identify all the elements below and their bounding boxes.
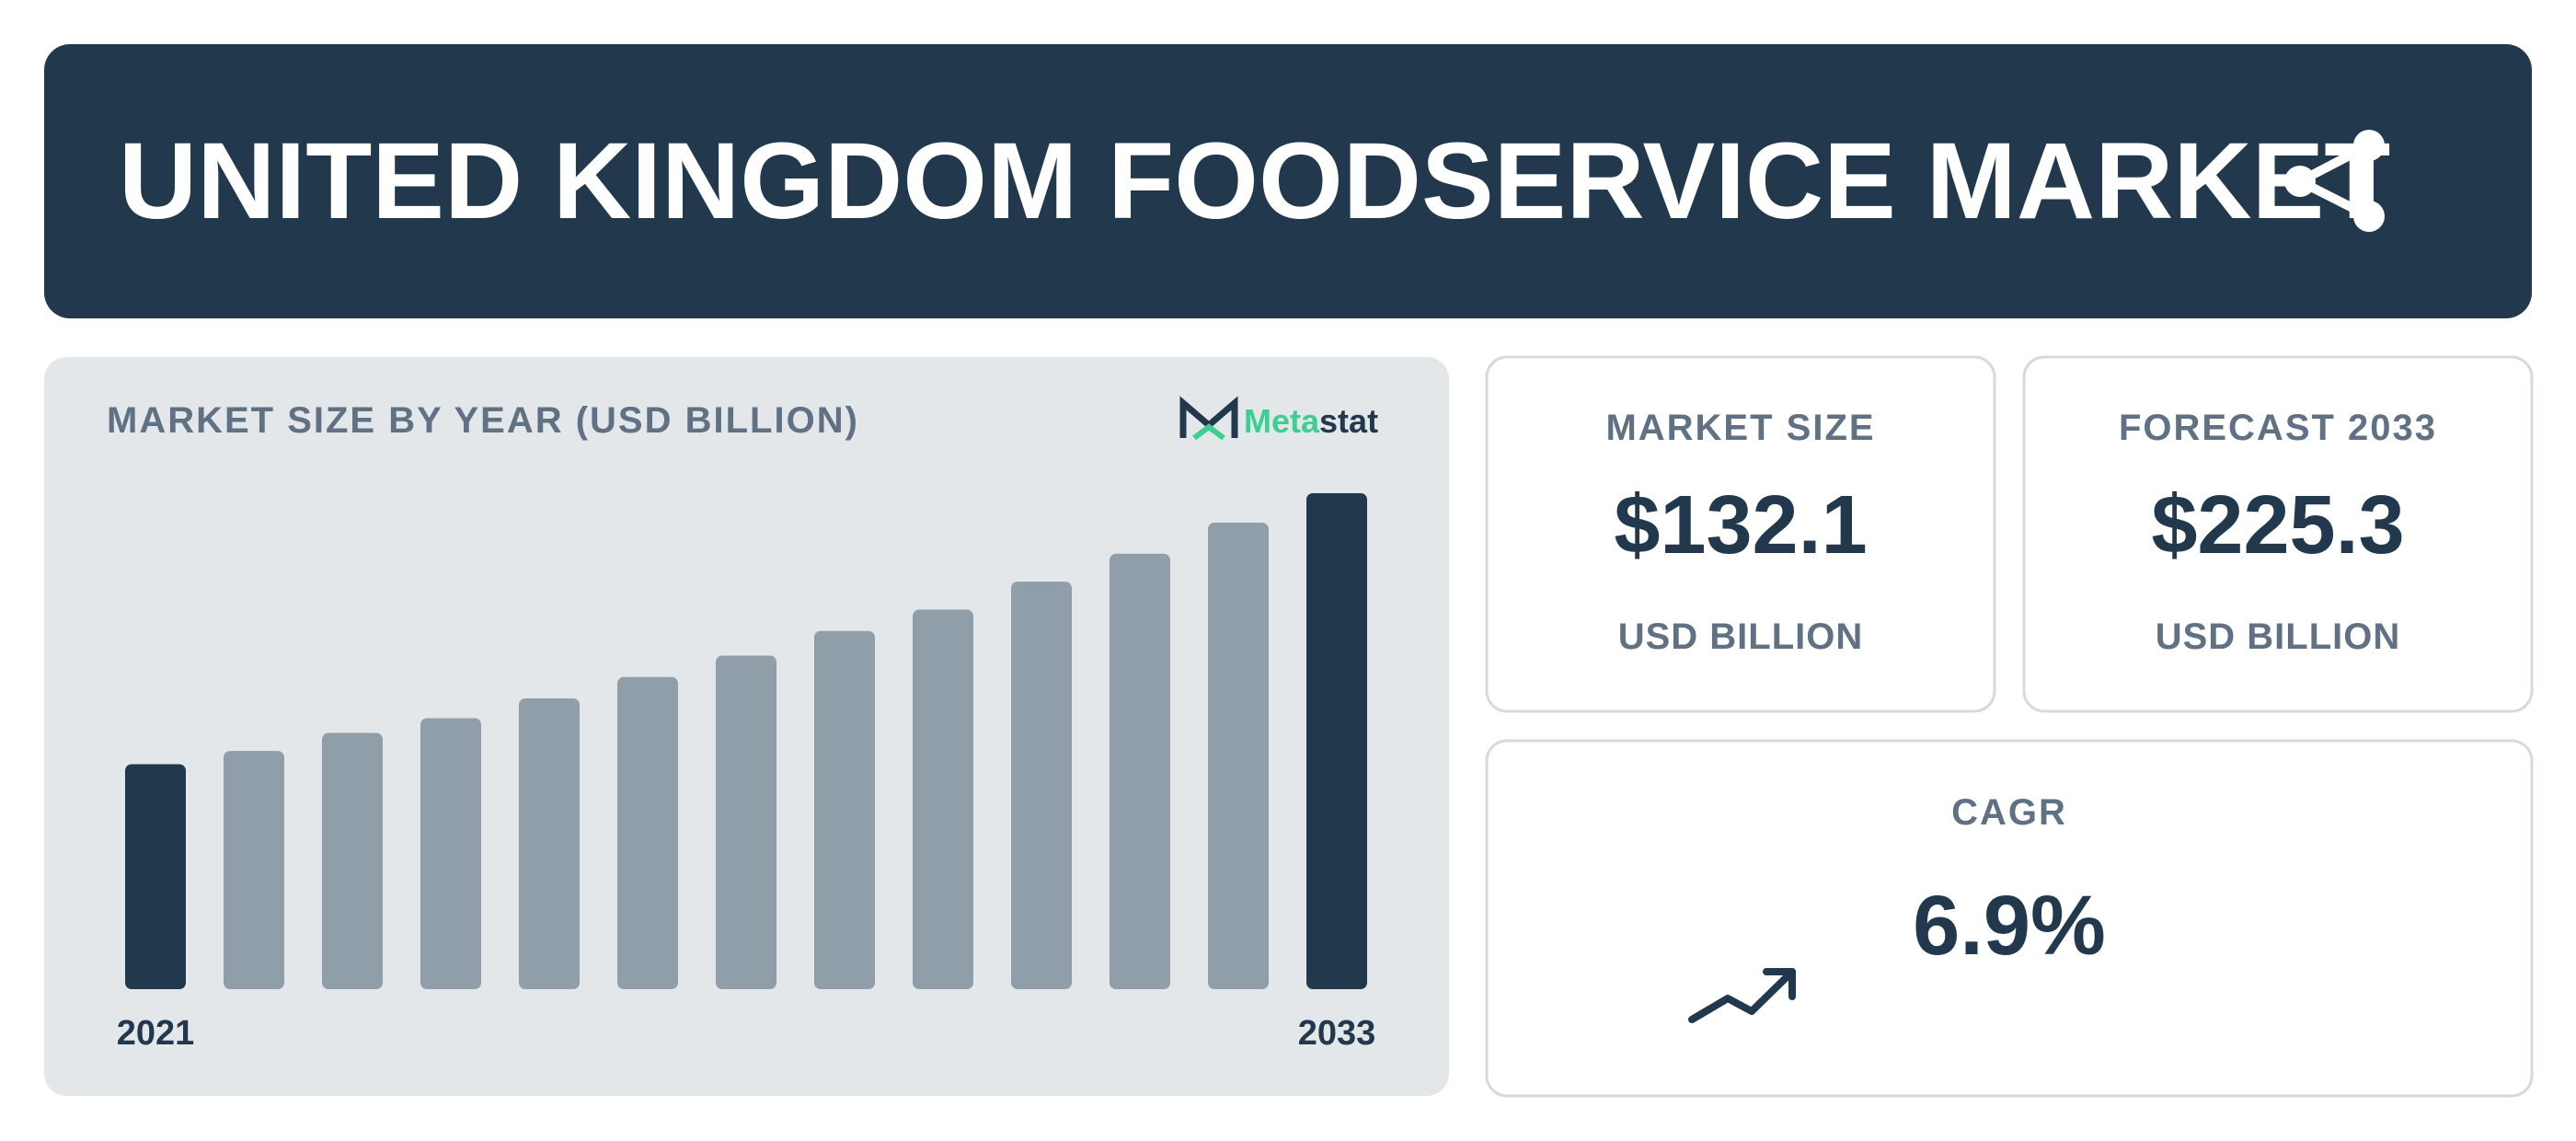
card-value: 6.9% <box>1913 879 2106 973</box>
bar <box>1011 582 1072 989</box>
bar <box>716 655 776 989</box>
bar <box>814 630 875 989</box>
card-label: MARKET SIZE <box>1605 408 1875 448</box>
logo: Metastat <box>1179 396 1378 441</box>
share-icon <box>2284 130 2385 232</box>
x-tick-label: 2033 <box>1298 1014 1376 1053</box>
bar-chart: 2021 2033 <box>117 493 1376 1053</box>
x-tick-label: 2021 <box>117 1014 195 1053</box>
card-unit: USD BILLION <box>2156 617 2401 657</box>
card-label: FORECAST 2033 <box>2119 408 2437 448</box>
stat-card <box>2022 355 2534 713</box>
chart-title: MARKET SIZE BY YEAR (USD BILLION) <box>107 400 859 441</box>
card-label: CAGR <box>1951 792 2067 833</box>
bar <box>1306 493 1367 989</box>
card-value: $225.3 <box>2151 479 2404 571</box>
bar <box>420 718 481 989</box>
bar <box>617 676 678 989</box>
svg-text:Metastat: Metastat <box>1244 402 1378 440</box>
logo-text: Meta <box>1244 402 1320 440</box>
bar <box>1110 553 1170 989</box>
card-unit: USD BILLION <box>1618 617 1864 657</box>
card-value: $132.1 <box>1614 479 1867 571</box>
trend-icon <box>1688 968 1796 1023</box>
bar <box>125 764 186 989</box>
logo-text: stat <box>1319 402 1378 440</box>
bar <box>913 609 973 989</box>
bar <box>1208 523 1269 989</box>
bar <box>322 732 383 989</box>
stat-card <box>1485 355 1996 713</box>
header-banner <box>44 44 2532 318</box>
bar <box>519 697 580 989</box>
header-title: UNITED KINGDOM FOODSERVICE MARKET <box>119 121 2390 242</box>
bar <box>224 751 284 989</box>
